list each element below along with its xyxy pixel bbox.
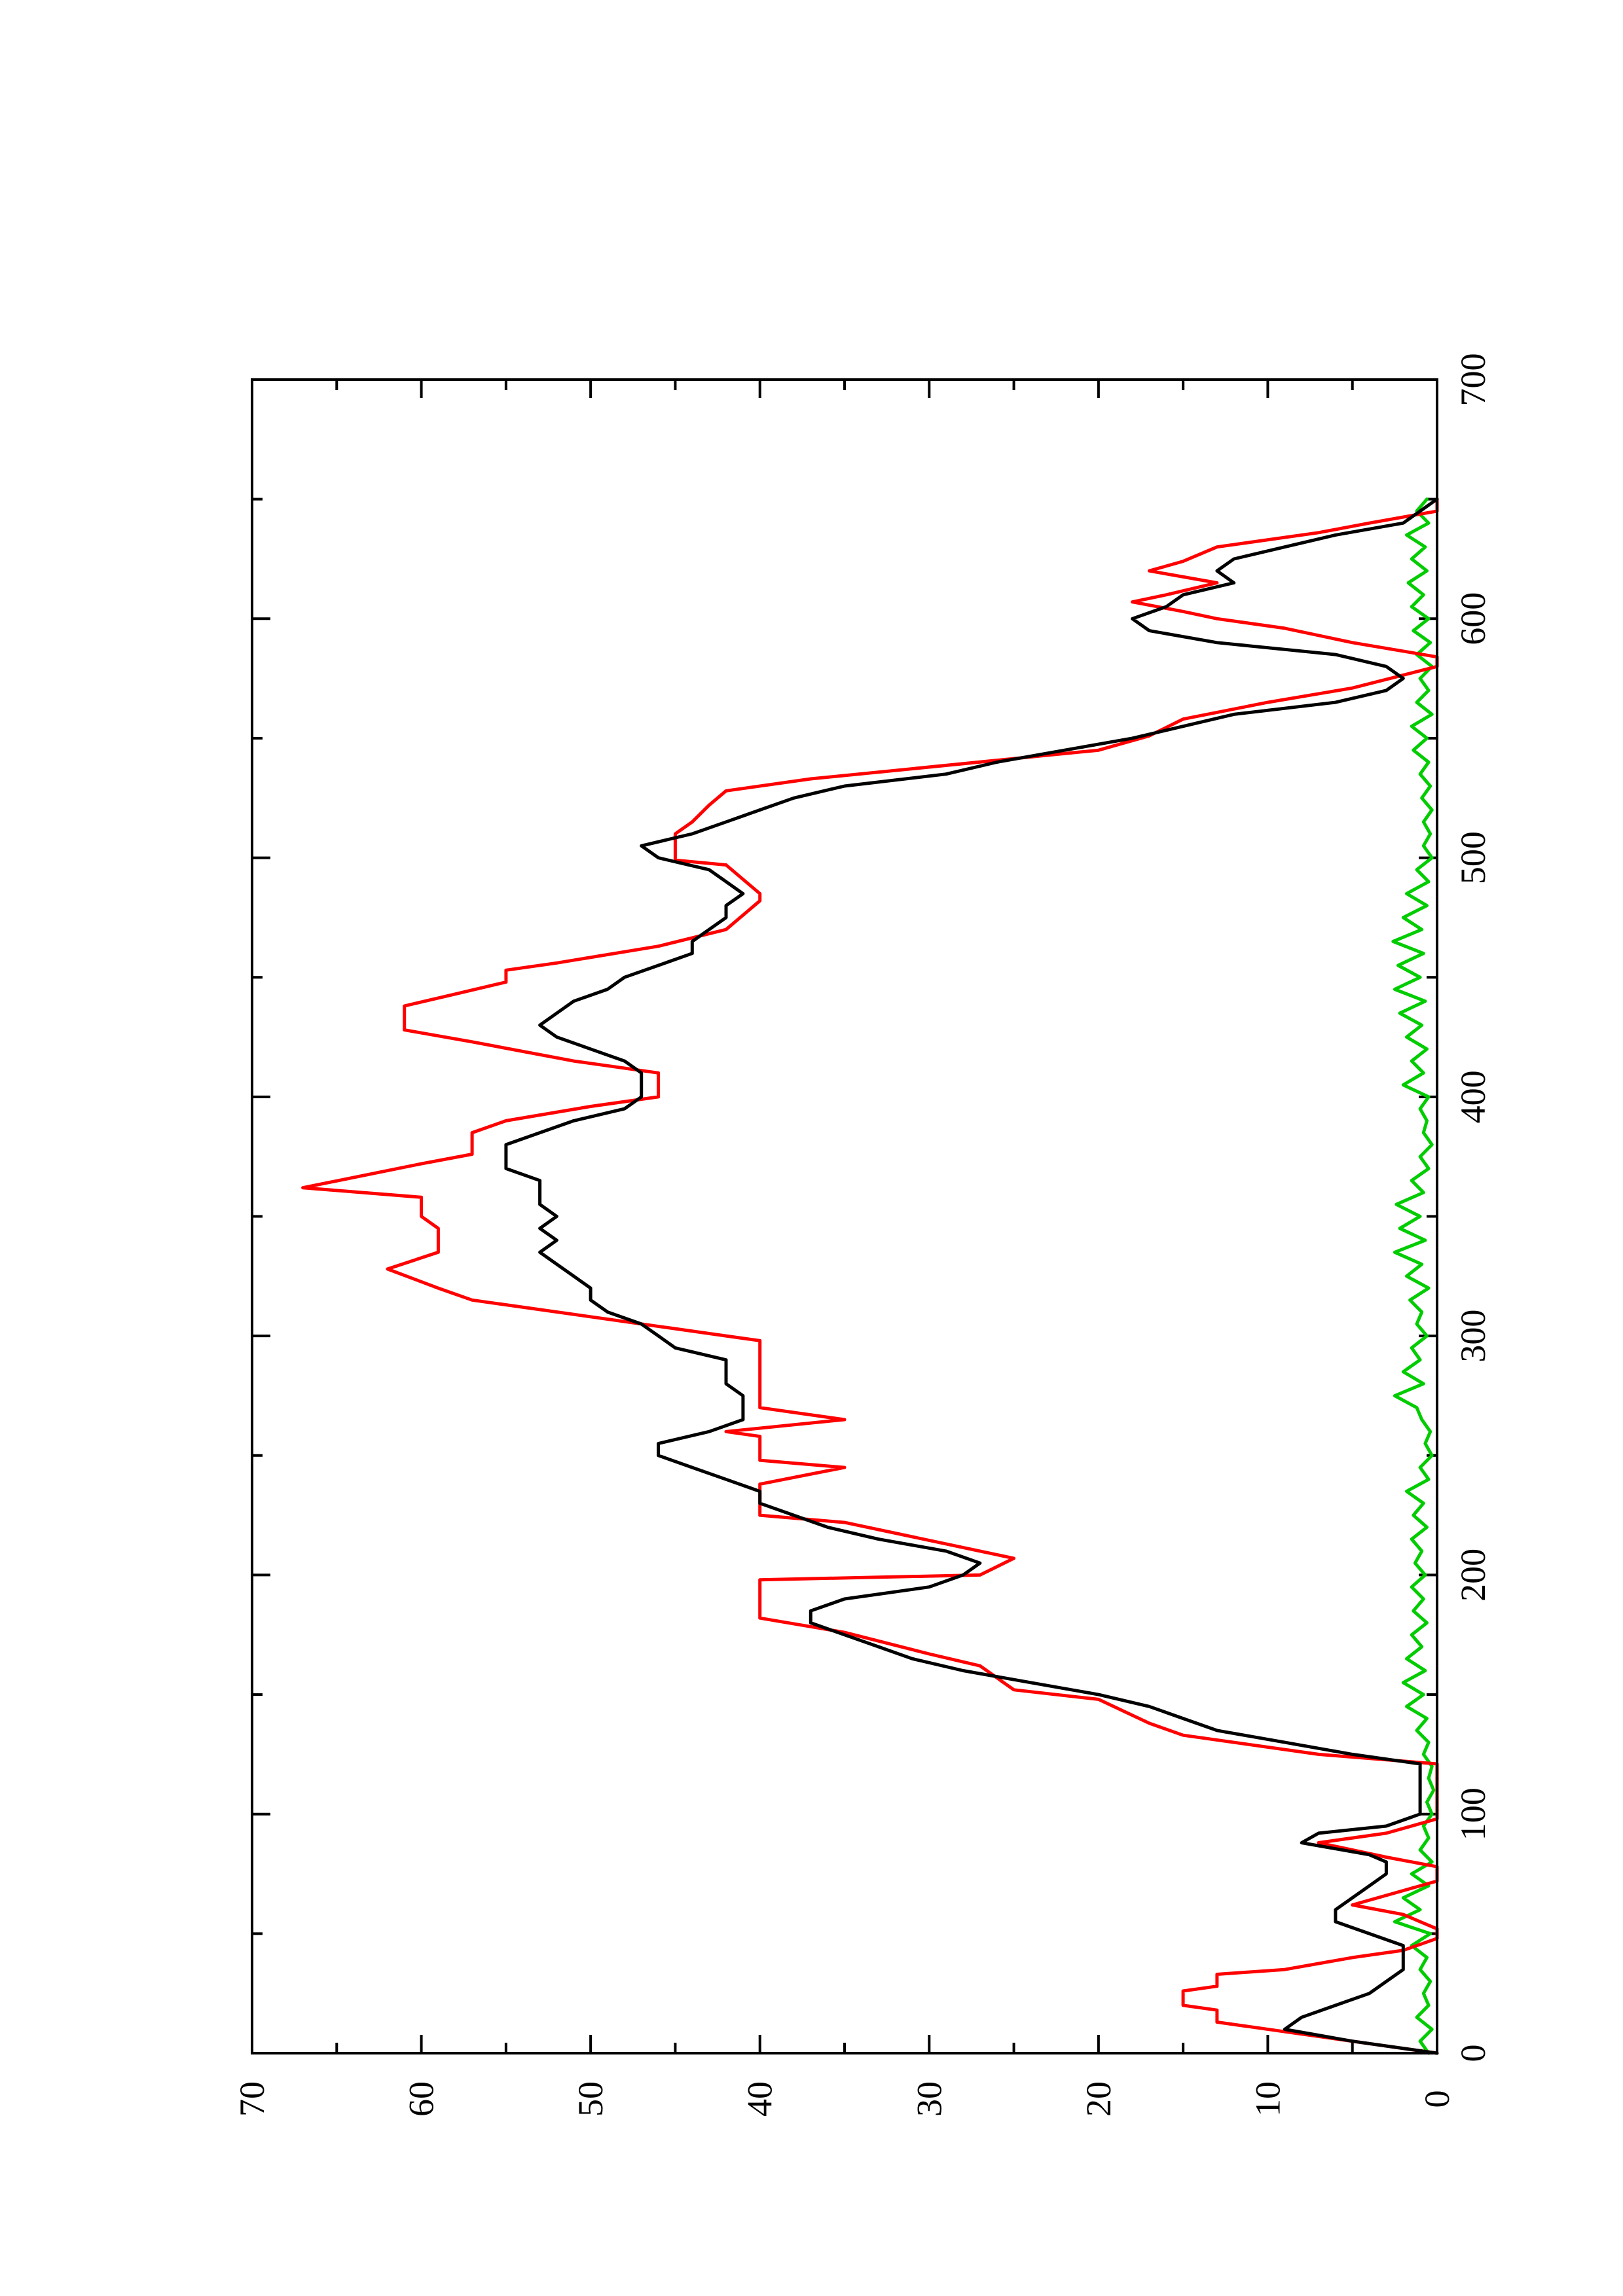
tick-labels: 0 100 200 300 400 500 600 700 0 10 20 30 40 50 60 70	[232, 353, 1493, 2117]
series-line-black	[504, 497, 1439, 2055]
y-tick-label: 30	[909, 2081, 949, 2117]
y-tick-label: 40	[740, 2081, 780, 2117]
y-tick-label: 60	[402, 2081, 441, 2117]
series-line-red	[301, 497, 1439, 2055]
y-tick-label: 0	[1417, 2090, 1457, 2108]
x-tick-label: 500	[1453, 831, 1493, 884]
x-tick-label: 200	[1453, 1549, 1493, 1602]
y-tick-label: 50	[571, 2081, 610, 2117]
y-tick-label: 70	[232, 2081, 272, 2117]
x-tick-label: 400	[1453, 1070, 1493, 1123]
x-tick-label: 300	[1453, 1310, 1493, 1363]
x-tick-label: 100	[1453, 1787, 1493, 1840]
x-tick-label: 0	[1453, 2045, 1493, 2062]
series-line-green	[1391, 497, 1436, 2055]
y-tick-label: 10	[1248, 2081, 1287, 2117]
x-tick-label: 600	[1453, 592, 1493, 645]
plot-frame	[251, 378, 1438, 2054]
y-tick-label: 20	[1079, 2081, 1118, 2117]
x-tick-label: 700	[1453, 353, 1493, 406]
series-group	[301, 497, 1439, 2055]
